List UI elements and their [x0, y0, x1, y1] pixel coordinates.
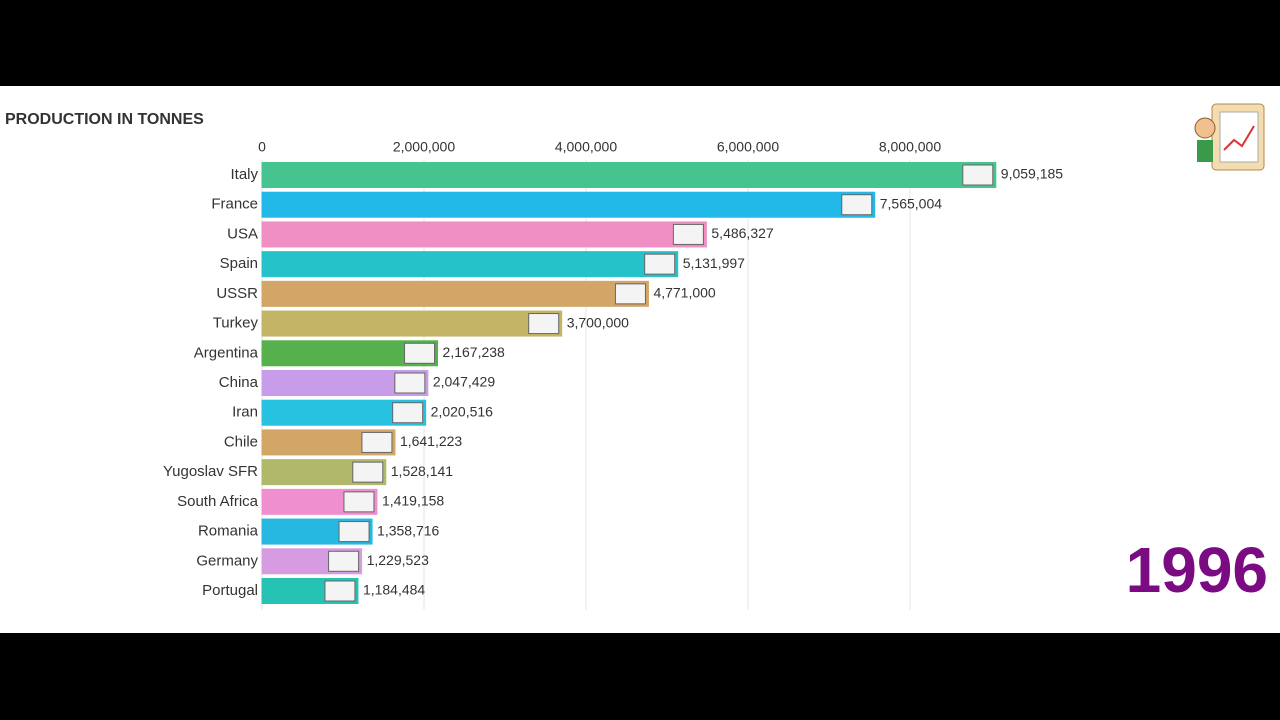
category-label: Italy [230, 166, 258, 183]
category-label: USA [227, 225, 258, 242]
flag [352, 461, 384, 483]
flag [644, 253, 676, 275]
value-label: 1,528,141 [391, 463, 453, 479]
category-label: South Africa [177, 493, 259, 510]
bar [261, 191, 876, 218]
value-label: 2,020,516 [431, 403, 493, 419]
category-label: Turkey [213, 315, 259, 332]
value-label: 5,486,327 [711, 225, 773, 241]
value-label: 1,641,223 [400, 433, 462, 449]
flag [338, 521, 370, 543]
flag [614, 283, 646, 305]
flag [392, 402, 424, 424]
category-label: China [219, 374, 259, 391]
flag [528, 313, 560, 335]
value-label: 1,419,158 [382, 493, 444, 509]
flag [343, 491, 375, 513]
value-label: 7,565,004 [880, 195, 942, 211]
flag [361, 431, 393, 453]
value-label: 1,229,523 [367, 552, 429, 568]
flag [841, 194, 873, 216]
bar [261, 162, 997, 188]
bar [261, 280, 649, 307]
category-label: Spain [220, 255, 258, 272]
value-label: 1,184,484 [363, 582, 425, 598]
bar [261, 310, 563, 337]
category-label: Portugal [202, 582, 258, 599]
category-label: Argentina [194, 344, 259, 361]
category-label: USSR [216, 285, 258, 302]
category-label: France [211, 196, 258, 213]
value-label: 4,771,000 [653, 285, 715, 301]
flag [404, 342, 436, 364]
value-label: 2,167,238 [443, 344, 505, 360]
flag [324, 580, 356, 602]
value-label: 5,131,997 [683, 255, 745, 271]
x-tick-label: 6,000,000 [717, 139, 779, 155]
value-label: 1,358,716 [377, 522, 439, 538]
category-label: Iran [232, 404, 258, 421]
flag [394, 372, 426, 394]
x-tick-label: 4,000,000 [555, 139, 617, 155]
bar [261, 221, 707, 248]
x-tick-label: 2,000,000 [393, 139, 455, 155]
year-annotation: 1996 [1126, 534, 1268, 606]
value-label: 2,047,429 [433, 374, 495, 390]
category-label: Chile [224, 433, 258, 450]
value-label: 3,700,000 [567, 314, 629, 330]
category-label: Yugoslav SFR [163, 463, 258, 480]
value-label: 9,059,185 [1001, 166, 1063, 182]
category-label: Germany [196, 552, 258, 569]
flag [672, 223, 704, 245]
x-tick-label: 0 [258, 139, 266, 155]
chart-title: PRODUCTION IN TONNES [5, 111, 204, 128]
flag [328, 550, 360, 572]
bar [261, 251, 679, 278]
category-label: Romania [198, 523, 259, 540]
logo [1194, 103, 1265, 171]
flag [962, 164, 994, 186]
x-tick-label: 8,000,000 [879, 139, 941, 155]
